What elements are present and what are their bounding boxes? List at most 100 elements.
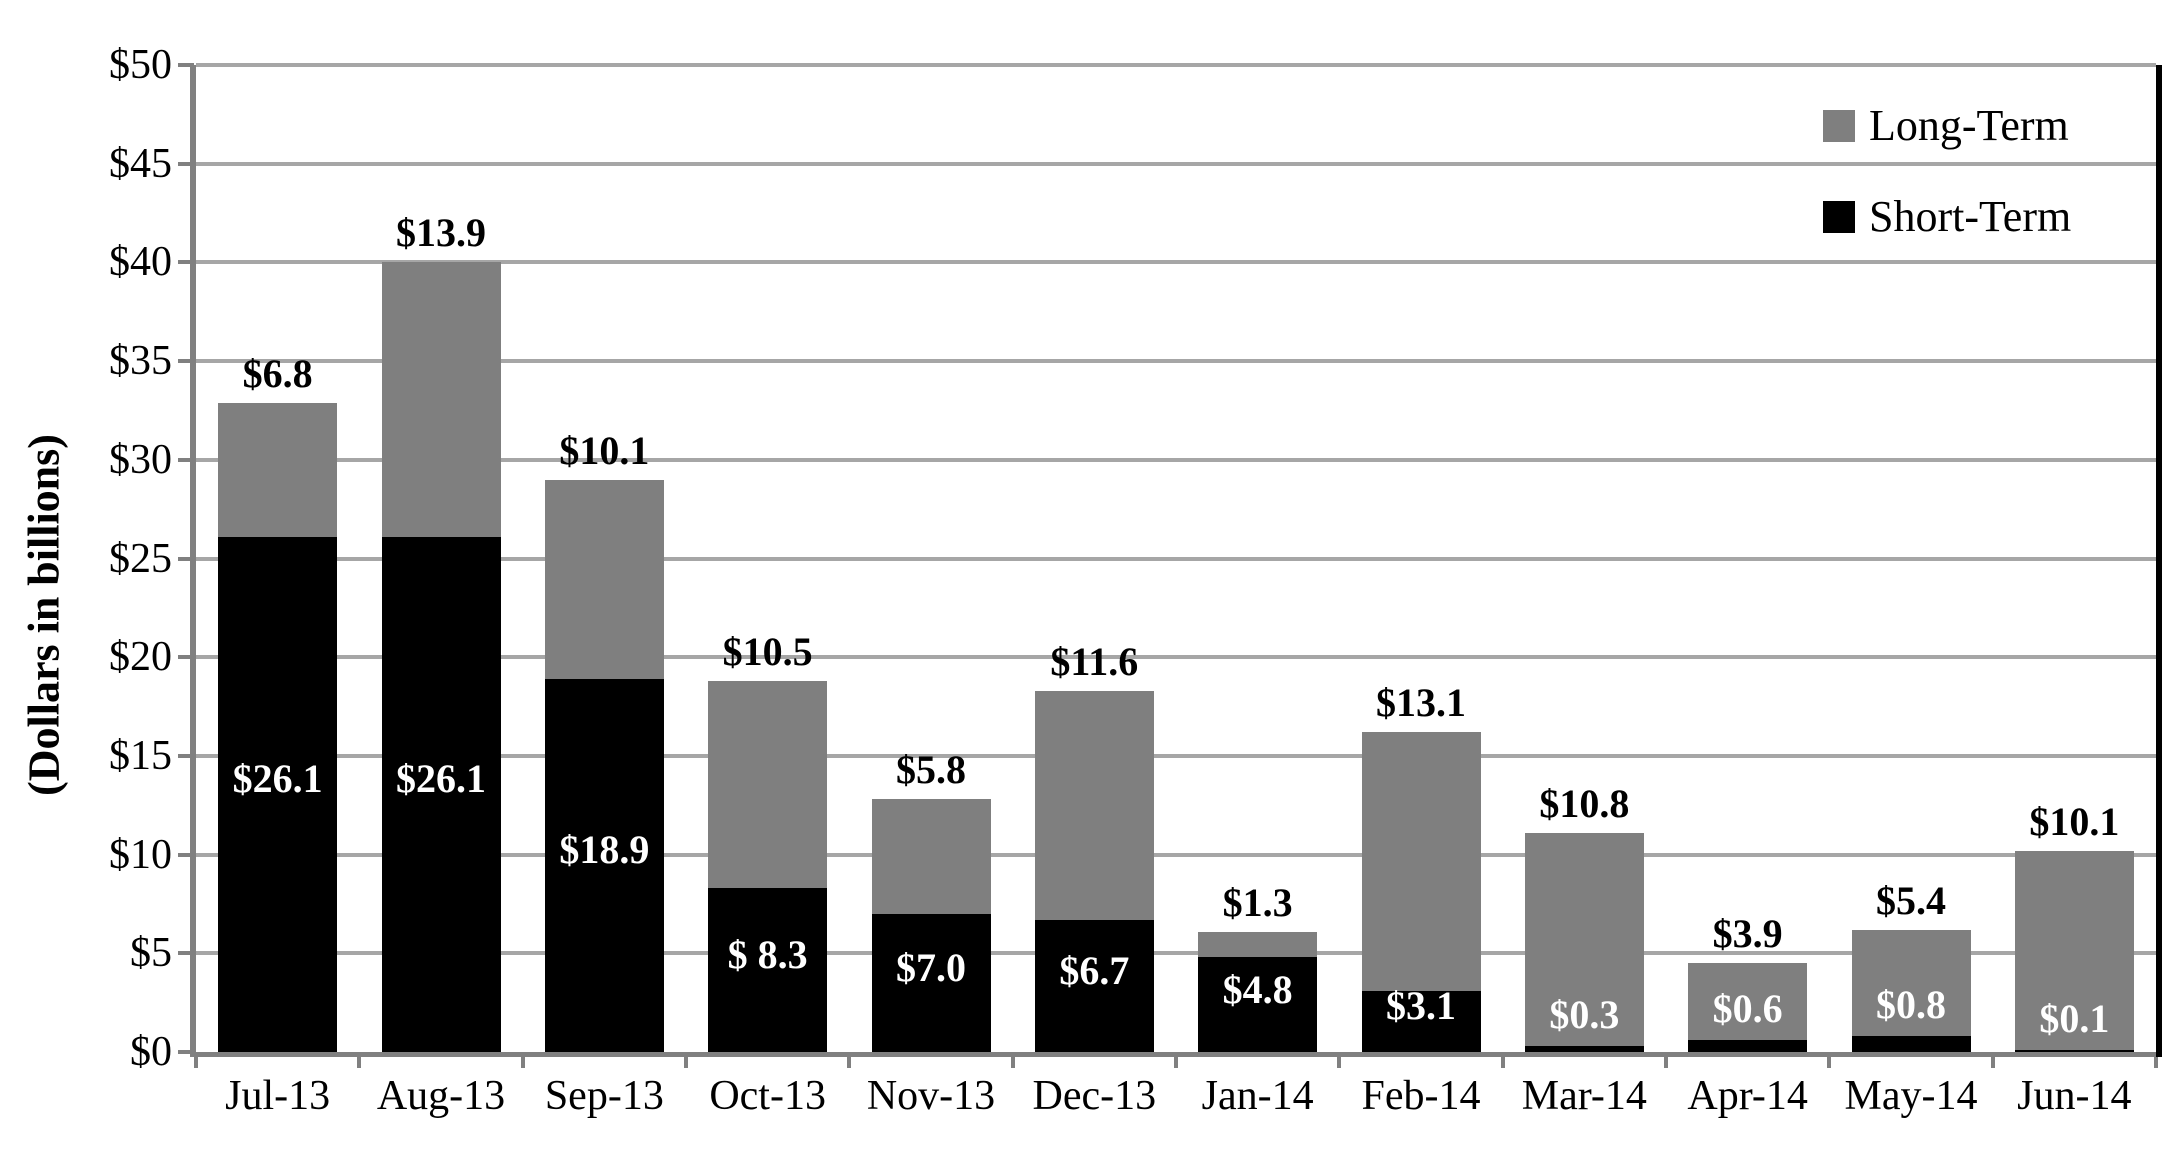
data-label-short-term-Apr-14: $0.6 — [1712, 986, 1783, 1032]
gridline-10 — [196, 852, 2156, 857]
data-label-short-term-May-14: $0.8 — [1876, 982, 1946, 1028]
data-label-short-term-Feb-14: $3.1 — [1386, 983, 1456, 1029]
y-axis-label-10: $10 — [109, 831, 172, 878]
y-axis-label-0: $0 — [130, 1029, 172, 1075]
data-label-long-term-Jun-14: $10.1 — [2029, 798, 2120, 844]
data-label-short-term-Dec-13: $6.7 — [1059, 947, 1130, 993]
x-axis-tick-9 — [1664, 1052, 1668, 1068]
y-axis-label-35: $35 — [109, 338, 172, 385]
x-axis-label-Dec-13: Dec-13 — [1032, 1073, 1157, 1119]
bar-Dec-13-long-term-segment — [1034, 690, 1154, 920]
bar-Aug-13-long-term-segment — [381, 262, 501, 537]
y-axis-tick-35 — [178, 359, 194, 364]
y-axis-label-25: $25 — [109, 535, 172, 582]
bar-Sep-13-short-term-segment — [544, 678, 664, 1052]
legend-entry-long-term: Long-Term — [1823, 103, 2071, 149]
data-label-short-term-Sep-13: $18.9 — [559, 827, 650, 873]
y-axis-label-5: $5 — [130, 930, 172, 977]
legend-swatch-icon — [1823, 110, 1855, 142]
y-axis-label-40: $40 — [109, 239, 172, 286]
x-axis-tick-8 — [1500, 1052, 1505, 1068]
data-label-short-term-Jan-14: $4.8 — [1222, 966, 1293, 1012]
data-label-long-term-Feb-14: $13.1 — [1376, 680, 1466, 726]
bar-Apr-14-long-term-segment — [1688, 963, 1808, 1041]
data-label-short-term-Mar-14: $0.3 — [1549, 992, 1620, 1038]
gridline-5 — [196, 951, 2156, 956]
bar-Jan-14-short-term-segment — [1198, 957, 1318, 1052]
data-label-long-term-Mar-14: $10.8 — [1539, 780, 1630, 826]
legend-label: Long-Term — [1869, 101, 2069, 150]
x-axis-tick-11 — [1990, 1052, 1995, 1068]
plot-right-border — [2156, 65, 2162, 1057]
data-label-long-term-Sep-13: $10.1 — [559, 427, 650, 473]
gridline-40 — [196, 260, 2156, 265]
data-label-long-term-Oct-13: $10.5 — [722, 628, 813, 674]
x-axis-tick-10 — [1827, 1052, 1832, 1068]
y-axis-tick-5 — [178, 951, 194, 956]
y-axis-label-15: $15 — [109, 732, 172, 779]
x-axis-label-Nov-13: Nov-13 — [866, 1073, 996, 1119]
y-axis-label-50: $50 — [109, 42, 172, 88]
bar-Jul-13-long-term-segment — [218, 402, 338, 537]
legend-swatch-icon — [1823, 201, 1855, 233]
x-axis-label-Aug-13: Aug-13 — [376, 1073, 506, 1119]
y-axis-tick-10 — [178, 852, 194, 857]
bar-May-14-long-term-segment — [1851, 929, 1971, 1037]
legend-label: Short-Term — [1869, 192, 2072, 241]
y-axis-tick-25 — [178, 556, 194, 561]
gridline-35 — [196, 359, 2156, 364]
data-label-short-term-Oct-13: $ 8.3 — [727, 932, 808, 978]
data-label-long-term-Jan-14: $1.3 — [1222, 879, 1293, 925]
gridline-45 — [196, 161, 2156, 166]
data-label-long-term-Nov-13: $5.8 — [896, 747, 966, 793]
data-label-short-term-Aug-13: $26.1 — [396, 756, 486, 802]
bar-May-14-short-term-segment — [1851, 1036, 1971, 1052]
x-axis-tick-12 — [2154, 1052, 2158, 1068]
data-label-long-term-Jul-13: $6.8 — [242, 350, 313, 396]
x-axis-label-Feb-14: Feb-14 — [1361, 1073, 1481, 1119]
y-axis-tick-20 — [178, 655, 194, 660]
data-label-long-term-Aug-13: $13.9 — [396, 210, 486, 256]
x-axis-tick-0 — [194, 1052, 198, 1068]
gridline-25 — [196, 556, 2156, 561]
x-axis-tick-3 — [684, 1052, 688, 1068]
bar-Oct-13-short-term-segment — [708, 888, 828, 1052]
bar-Jun-14-short-term-segment — [2014, 1050, 2134, 1052]
gridline-30 — [196, 457, 2156, 462]
x-axis-tick-4 — [847, 1052, 852, 1068]
bar-Feb-14-long-term-segment — [1361, 732, 1481, 991]
y-axis-label-20: $20 — [109, 634, 172, 681]
x-axis-tick-6 — [1174, 1052, 1178, 1068]
y-axis-tick-15 — [178, 753, 194, 758]
bar-Oct-13-long-term-segment — [708, 680, 828, 889]
bar-Dec-13-short-term-segment — [1034, 919, 1154, 1052]
y-axis-line — [190, 65, 196, 1057]
bar-Feb-14-short-term-segment — [1361, 990, 1481, 1052]
y-axis-label-30: $30 — [109, 436, 172, 483]
data-label-long-term-May-14: $5.4 — [1876, 877, 1946, 923]
x-axis-tick-2 — [520, 1052, 525, 1068]
x-axis-tick-1 — [357, 1052, 362, 1068]
gridline-20 — [196, 655, 2156, 660]
bar-Nov-13-long-term-segment — [871, 799, 991, 914]
bar-Aug-13-short-term-segment — [381, 536, 501, 1052]
bar-Jan-14-long-term-segment — [1198, 931, 1318, 958]
x-axis-label-Jul-13: Jul-13 — [225, 1073, 331, 1119]
legend: Long-Term Short-Term — [1823, 103, 2071, 240]
y-axis-label-45: $45 — [109, 140, 172, 187]
bar-Jun-14-long-term-segment — [2014, 850, 2134, 1050]
x-axis-label-Jan-14: Jan-14 — [1201, 1073, 1314, 1119]
x-axis-label-Sep-13: Sep-13 — [544, 1073, 664, 1119]
data-label-short-term-Jun-14: $0.1 — [2039, 996, 2110, 1042]
bar-Mar-14-short-term-segment — [1524, 1046, 1644, 1052]
bar-Jul-13-short-term-segment — [218, 536, 338, 1052]
x-axis-tick-7 — [1337, 1052, 1342, 1068]
data-label-short-term-Nov-13: $7.0 — [896, 944, 966, 990]
bar-Mar-14-long-term-segment — [1524, 832, 1644, 1047]
x-axis-label-Jun-14: Jun-14 — [2017, 1073, 2132, 1119]
x-axis-line — [190, 1052, 2162, 1057]
y-axis-tick-0 — [178, 1050, 194, 1054]
y-axis-tick-40 — [178, 260, 194, 265]
x-axis-label-May-14: May-14 — [1844, 1073, 1978, 1119]
